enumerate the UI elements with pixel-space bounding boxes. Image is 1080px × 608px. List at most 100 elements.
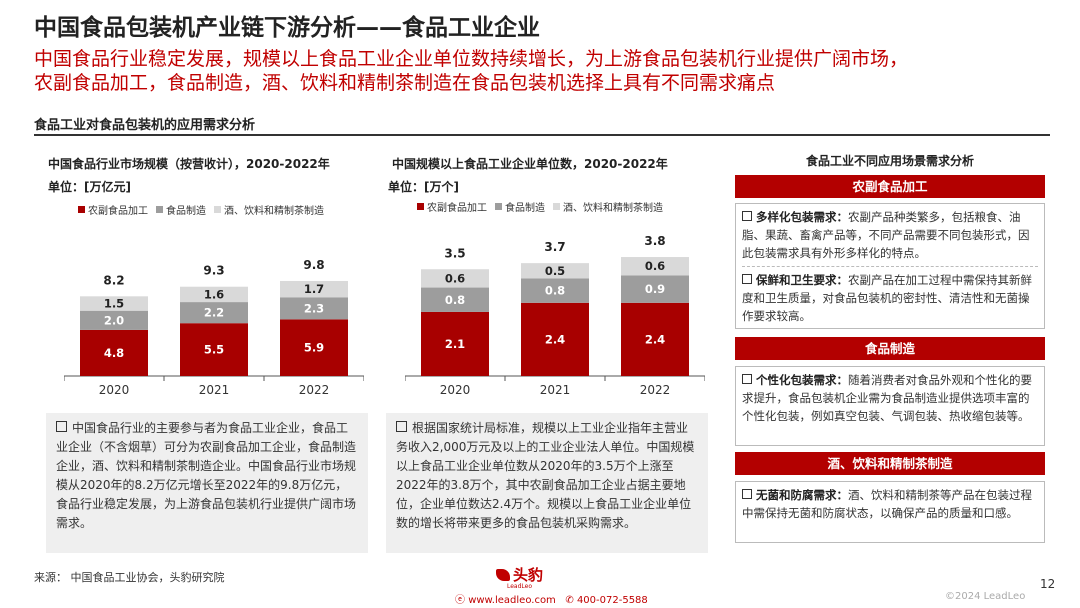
requirement-label: 个性化包装需求： xyxy=(756,373,848,387)
bar-segment xyxy=(521,263,589,279)
requirement-label: 保鲜和卫生要求： xyxy=(756,273,848,287)
page-number: 12 xyxy=(1040,577,1056,591)
checkbox-bullet-icon xyxy=(742,374,752,384)
chart2-legend: 农副食品加工 食品制造 酒、饮料和精制茶制造 xyxy=(417,199,663,214)
section-title: 食品工业对食品包装机的应用需求分析 xyxy=(34,118,256,133)
bar-segment xyxy=(621,302,689,376)
legend-swatch xyxy=(156,206,163,213)
logo-subtext: LeadLeo xyxy=(507,583,533,590)
left-note-text: 中国食品行业的主要参与者为食品工业企业，食品工业企业（不含烟草）可分为农副食品加… xyxy=(56,421,357,530)
data-label: 1.6 xyxy=(204,287,224,301)
data-label: 1.7 xyxy=(304,282,324,296)
bar-segment xyxy=(621,275,689,303)
category-label: 2022 xyxy=(299,383,330,397)
bar-segment xyxy=(521,302,589,376)
section-header-agri: 农副食品加工 xyxy=(735,175,1045,198)
total-label: 9.8 xyxy=(303,258,324,272)
chart1-unit: 单位：[万亿元] xyxy=(48,180,131,194)
legend-label: 酒、饮料和精制茶制造 xyxy=(563,203,663,214)
web-icon: ⓔ xyxy=(455,595,465,606)
bar-segment xyxy=(421,287,489,312)
middle-note: 根据国家统计局标准，规模以上工业企业指年主营业务收入2,000万元及以上的工业企… xyxy=(386,413,708,553)
leadleo-logo: 头豹 LeadLeo xyxy=(496,564,543,590)
bar-segment xyxy=(80,329,148,376)
bar-segment xyxy=(621,257,689,276)
total-label: 3.8 xyxy=(644,234,665,248)
legend-item: 食品制造 xyxy=(495,199,545,214)
total-label: 3.5 xyxy=(444,246,465,260)
section-body-agri: 多样化包装需求：农副产品种类繁多，包括粮食、油脂、果蔬、畜禽产品等，不同产品需要… xyxy=(735,203,1045,329)
bar-segment xyxy=(180,302,248,324)
data-label: 2.4 xyxy=(545,332,565,346)
legend-swatch xyxy=(495,203,502,210)
chart1-title: 中国食品行业市场规模（按营收计），2020-2022年 xyxy=(48,157,330,171)
checkbox-bullet-icon xyxy=(742,211,752,221)
section-body-beverage: 无菌和防腐需求：酒、饮料和精制茶等产品在包装过程中需保持无菌和防腐状态，以确保产… xyxy=(735,481,1045,543)
bar-segment xyxy=(421,311,489,376)
legend-item: 食品制造 xyxy=(156,202,206,217)
page-subtitle-line2: 农副食品加工，食品制造，酒、饮料和精制茶制造在食品包装机选择上具有不同需求痛点 xyxy=(34,72,776,94)
bar-segment xyxy=(280,280,348,298)
requirement-text: 酒、饮料和精制茶等产品在包装过程中需保持无菌和防腐状态，以确保产品的质量和口感。 xyxy=(742,488,1032,520)
checkbox-bullet-icon xyxy=(56,421,67,432)
phone-icon: ✆ xyxy=(565,595,574,606)
legend-item: 酒、饮料和精制茶制造 xyxy=(553,199,663,214)
requirement-text: 农副产品在加工过程中需保持其新鲜度和卫生质量，对食品包装机的密封性、清洁性和无菌… xyxy=(742,273,1032,323)
data-label: 5.5 xyxy=(204,343,224,357)
data-label: 4.8 xyxy=(104,346,124,360)
logo-mark-icon xyxy=(496,569,510,581)
checkbox-bullet-icon xyxy=(396,421,407,432)
requirement-text: 随着消费者对食品外观和个性化的要求提升，食品包装机企业需为食品制造业提供选项丰富… xyxy=(742,373,1032,423)
total-label: 3.7 xyxy=(544,240,565,254)
data-label: 1.5 xyxy=(104,297,124,311)
category-label: 2020 xyxy=(440,383,471,397)
legend-label: 农副食品加工 xyxy=(88,206,148,217)
contact-info: ⓔ www.leadleo.com ✆ 400-072-5588 xyxy=(455,591,648,606)
section-divider xyxy=(34,134,1050,136)
legend-label: 食品制造 xyxy=(505,203,545,214)
requirement-item: 个性化包装需求：随着消费者对食品外观和个性化的要求提升，食品包装机企业需为食品制… xyxy=(742,371,1038,425)
chart2-unit: 单位：[万个] xyxy=(388,180,459,194)
checkbox-bullet-icon xyxy=(742,274,752,284)
requirement-label: 无菌和防腐需求： xyxy=(756,488,848,502)
section-header-food: 食品制造 xyxy=(735,337,1045,360)
data-label: 0.6 xyxy=(645,259,665,273)
legend-item: 酒、饮料和精制茶制造 xyxy=(214,202,324,217)
requirement-text: 农副产品种类繁多，包括粮食、油脂、果蔬、畜禽产品等，不同产品需要不同包装形式，因… xyxy=(742,210,1030,260)
data-label: 0.8 xyxy=(545,284,565,298)
chart2-plot: 2.1 0.8 0.6 3.5 2020 2.4 0.8 0.5 3.7 2021 2.4 0.9 0.… xyxy=(405,234,705,397)
category-label: 2021 xyxy=(199,383,230,397)
legend-item: 农副食品加工 xyxy=(78,202,148,217)
bar-segment xyxy=(280,297,348,320)
chart2-title: 中国规模以上食品工业企业单位数，2020-2022年 xyxy=(392,157,668,171)
website-link[interactable]: www.leadleo.com xyxy=(468,595,556,606)
bar-segment xyxy=(180,286,248,303)
right-panel-title: 食品工业不同应用场景需求分析 xyxy=(805,154,974,168)
bar-segment xyxy=(180,323,248,376)
category-label: 2022 xyxy=(640,383,671,397)
legend-label: 农副食品加工 xyxy=(427,203,487,214)
source-note: 来源： 中国食品工业协会，头豹研究院 xyxy=(34,571,225,584)
bar-segment xyxy=(421,269,489,288)
legend-label: 食品制造 xyxy=(166,206,206,217)
data-label: 2.0 xyxy=(104,313,124,327)
copyright: ©2024 LeadLeo xyxy=(945,591,1026,602)
category-label: 2020 xyxy=(99,383,130,397)
checkbox-bullet-icon xyxy=(742,489,752,499)
data-label: 2.3 xyxy=(304,301,324,315)
data-label: 0.9 xyxy=(645,282,665,296)
data-label: 2.4 xyxy=(645,332,665,346)
bar-segment xyxy=(280,319,348,376)
page-title: 中国食品包装机产业链下游分析——食品工业企业 xyxy=(34,15,540,41)
section-header-beverage: 酒、饮料和精制茶制造 xyxy=(735,452,1045,475)
total-label: 8.2 xyxy=(103,273,124,287)
category-label: 2021 xyxy=(540,383,571,397)
data-label: 0.6 xyxy=(445,271,465,285)
bar-segment xyxy=(80,310,148,330)
chart1-plot: 4.8 2.0 1.5 8.2 2020 5.5 2.2 1.6 9.3 2021 5.9 2.3 1.… xyxy=(64,258,364,397)
logo-text: 头豹 xyxy=(513,566,544,584)
middle-note-text: 根据国家统计局标准，规模以上工业企业指年主营业务收入2,000万元及以上的工业企… xyxy=(396,421,695,530)
item-divider xyxy=(742,266,1038,267)
requirement-item: 保鲜和卫生要求：农副产品在加工过程中需保持其新鲜度和卫生质量，对食品包装机的密封… xyxy=(742,271,1038,325)
legend-swatch xyxy=(78,206,85,213)
